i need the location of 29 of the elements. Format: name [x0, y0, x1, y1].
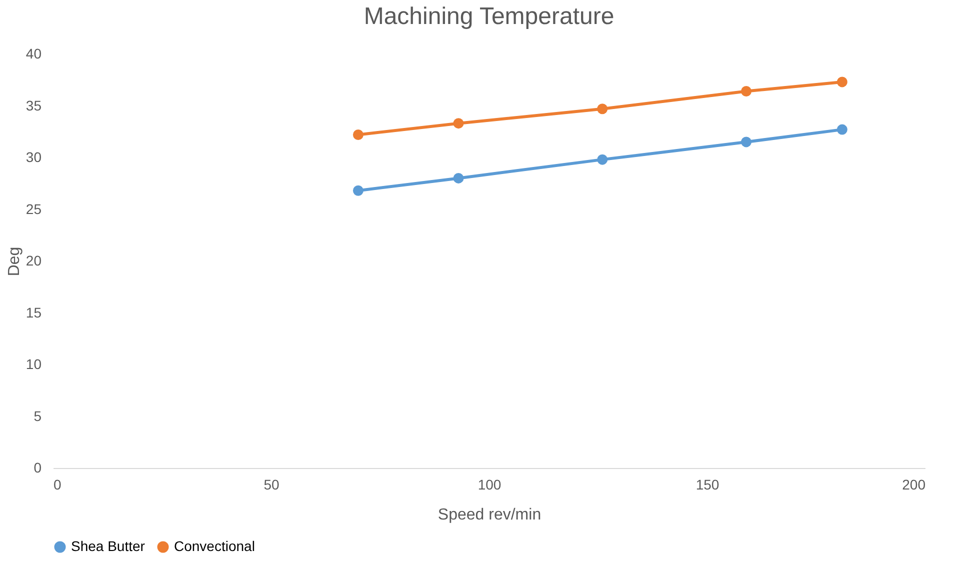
y-axis-title: Deg — [6, 246, 23, 276]
x-tick-label: 200 — [902, 476, 926, 492]
x-tick-label: 100 — [478, 476, 502, 492]
point — [740, 136, 752, 148]
x-tick-label: 150 — [696, 476, 720, 492]
y-tick-label: 40 — [26, 46, 42, 62]
point — [836, 124, 848, 135]
legend-label: Shea Butter — [71, 538, 146, 554]
y-tick-label: 10 — [26, 356, 42, 372]
point — [352, 185, 364, 196]
point — [740, 86, 752, 96]
y-tick-label: 25 — [26, 200, 42, 217]
y-tick-label: 30 — [26, 149, 42, 165]
point — [352, 129, 364, 140]
point — [453, 172, 464, 184]
y-tick-label: 15 — [26, 304, 42, 320]
point — [597, 104, 608, 114]
legend-label: Convectional — [174, 538, 255, 554]
point — [836, 76, 848, 88]
point — [453, 118, 464, 129]
x-tick-label: 50 — [264, 476, 280, 492]
y-tick-label: 0 — [34, 460, 42, 476]
y-tick-label: 20 — [26, 252, 42, 268]
y-tick-label: 5 — [34, 408, 42, 424]
chart-title: Machining Temperature — [364, 3, 614, 30]
x-axis-title: Speed rev/min — [438, 506, 542, 524]
point — [597, 154, 608, 165]
x-tick-label: 0 — [54, 476, 62, 492]
y-tick-label: 35 — [26, 97, 42, 114]
